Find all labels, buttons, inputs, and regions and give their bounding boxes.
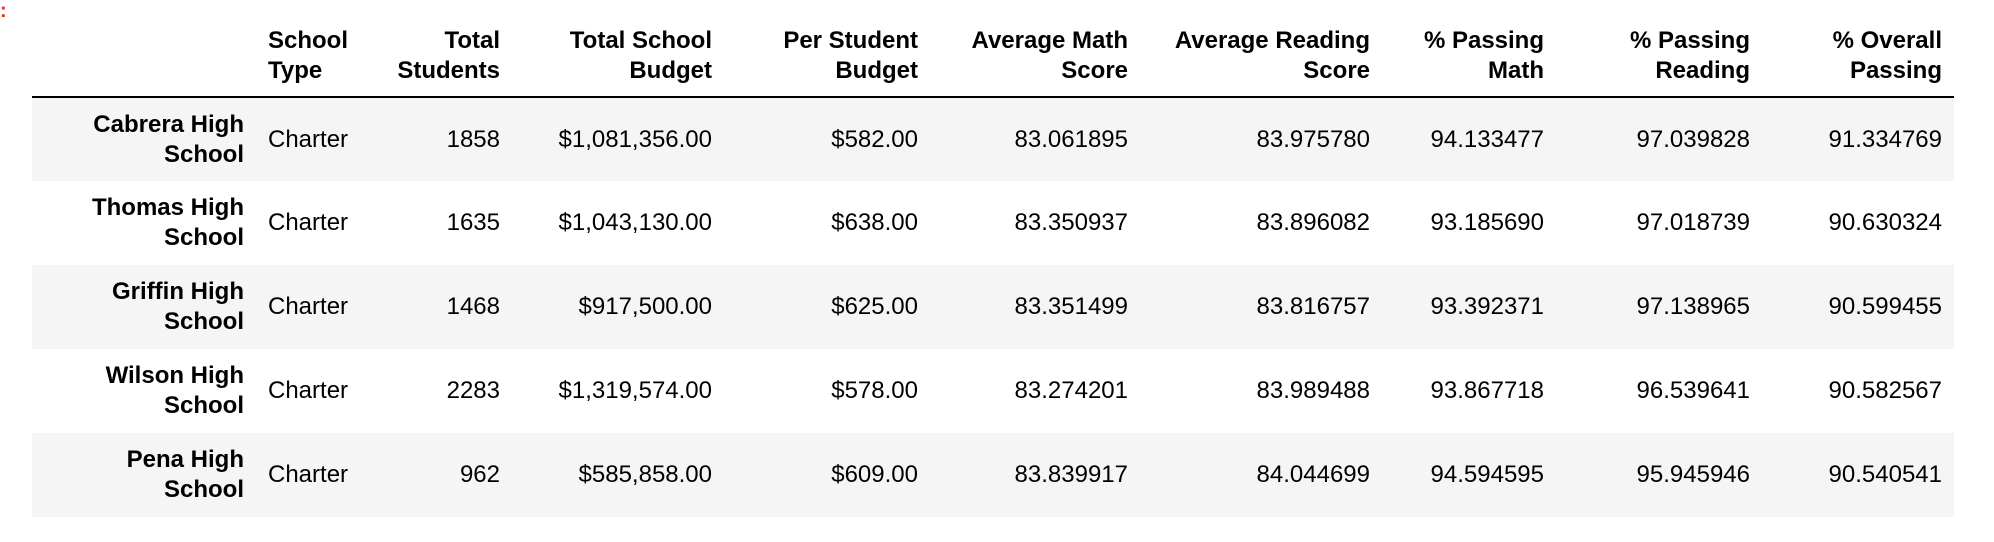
row-index-label: Pena High School bbox=[126, 446, 244, 503]
cell-total-budget: $917,500.00 bbox=[578, 293, 712, 320]
row-index-label: Thomas High School bbox=[91, 194, 244, 251]
cell-avg-reading: 83.989488 bbox=[1256, 377, 1370, 404]
column-header-pct-math: % Passing Math bbox=[1382, 22, 1556, 98]
column-header-avg-math: Average Math Score bbox=[930, 22, 1140, 98]
cell-total-students: 1635 bbox=[446, 209, 500, 236]
cell-pct-reading: 97.138965 bbox=[1636, 293, 1750, 320]
cell-school-type: Charter bbox=[268, 461, 349, 488]
cell-pct-math: 93.392371 bbox=[1430, 293, 1544, 320]
cell-pct-math: 93.867718 bbox=[1430, 377, 1544, 404]
cell-per-student-budget: $578.00 bbox=[831, 377, 918, 404]
cell-avg-math: 83.839917 bbox=[1014, 461, 1128, 488]
header-row: School Type Total Students Total School … bbox=[32, 22, 1954, 98]
column-header-avg-reading: Average Reading Score bbox=[1140, 22, 1382, 98]
cell-pct-overall: 90.540541 bbox=[1828, 461, 1942, 488]
table-header: School Type Total Students Total School … bbox=[32, 22, 1954, 98]
column-header-total-budget: Total School Budget bbox=[512, 22, 724, 98]
cell-total-budget: $1,081,356.00 bbox=[558, 125, 712, 153]
cell-pct-reading: 97.018739 bbox=[1636, 209, 1750, 236]
cell-pct-reading: 97.039828 bbox=[1636, 125, 1750, 153]
column-header-school-type: School Type bbox=[256, 22, 362, 98]
cell-per-student-budget: $638.00 bbox=[831, 209, 918, 236]
cell-total-budget: $1,043,130.00 bbox=[558, 209, 712, 236]
cell-total-students: 1858 bbox=[446, 125, 500, 153]
cell-avg-reading: 83.896082 bbox=[1256, 209, 1370, 236]
cell-pct-math: 94.594595 bbox=[1430, 461, 1544, 488]
cell-per-student-budget: $609.00 bbox=[831, 461, 918, 488]
table-body: Cabrera High School Charter 1858 $1,081,… bbox=[32, 97, 1954, 517]
cell-avg-reading: 83.816757 bbox=[1256, 293, 1370, 320]
cell-school-type: Charter bbox=[268, 209, 349, 236]
cell-school-type: Charter bbox=[268, 125, 349, 153]
table-row: Thomas High School Charter 1635 $1,043,1… bbox=[32, 181, 1954, 265]
cell-pct-overall: 91.334769 bbox=[1828, 125, 1942, 153]
cell-pct-reading: 95.945946 bbox=[1636, 461, 1750, 488]
cell-school-type: Charter bbox=[268, 293, 349, 320]
cell-per-student-budget: $582.00 bbox=[831, 125, 918, 153]
column-header-total-students: Total Students bbox=[362, 22, 512, 98]
column-header-index bbox=[32, 22, 256, 98]
cell-pct-math: 94.133477 bbox=[1430, 125, 1544, 153]
table-row: Wilson High School Charter 2283 $1,319,5… bbox=[32, 349, 1954, 433]
cell-pct-overall: 90.599455 bbox=[1828, 293, 1942, 320]
cell-total-budget: $585,858.00 bbox=[578, 461, 712, 488]
cell-total-students: 2283 bbox=[446, 377, 500, 404]
table-row: Cabrera High School Charter 1858 $1,081,… bbox=[32, 97, 1954, 181]
column-header-pct-reading: % Passing Reading bbox=[1556, 22, 1762, 98]
column-header-per-student-budget: Per Student Budget bbox=[724, 22, 930, 98]
dataframe-table: School Type Total Students Total School … bbox=[32, 22, 1954, 517]
cell-avg-math: 83.061895 bbox=[1014, 125, 1128, 153]
cell-marker: : bbox=[0, 0, 7, 22]
cell-pct-math: 93.185690 bbox=[1430, 209, 1544, 236]
column-header-pct-overall: % Overall Passing bbox=[1762, 22, 1954, 98]
cell-total-students: 1468 bbox=[446, 293, 500, 320]
cell-avg-reading: 83.975780 bbox=[1256, 125, 1370, 153]
cell-avg-math: 83.350937 bbox=[1014, 209, 1128, 236]
row-index-label: Cabrera High School bbox=[93, 110, 244, 168]
cell-avg-reading: 84.044699 bbox=[1256, 461, 1370, 488]
cell-pct-overall: 90.582567 bbox=[1828, 377, 1942, 404]
table-row: Pena High School Charter 962 $585,858.00… bbox=[32, 433, 1954, 517]
row-index-label: Wilson High School bbox=[105, 362, 244, 419]
cell-pct-reading: 96.539641 bbox=[1636, 377, 1750, 404]
cell-school-type: Charter bbox=[268, 377, 349, 404]
cell-avg-math: 83.274201 bbox=[1014, 377, 1128, 404]
cell-avg-math: 83.351499 bbox=[1014, 293, 1128, 320]
cell-total-budget: $1,319,574.00 bbox=[558, 377, 712, 404]
cell-pct-overall: 90.630324 bbox=[1828, 209, 1942, 236]
cell-per-student-budget: $625.00 bbox=[831, 293, 918, 320]
cell-total-students: 962 bbox=[459, 461, 500, 488]
row-index-label: Griffin High School bbox=[112, 278, 244, 335]
table-row: Griffin High School Charter 1468 $917,50… bbox=[32, 265, 1954, 349]
